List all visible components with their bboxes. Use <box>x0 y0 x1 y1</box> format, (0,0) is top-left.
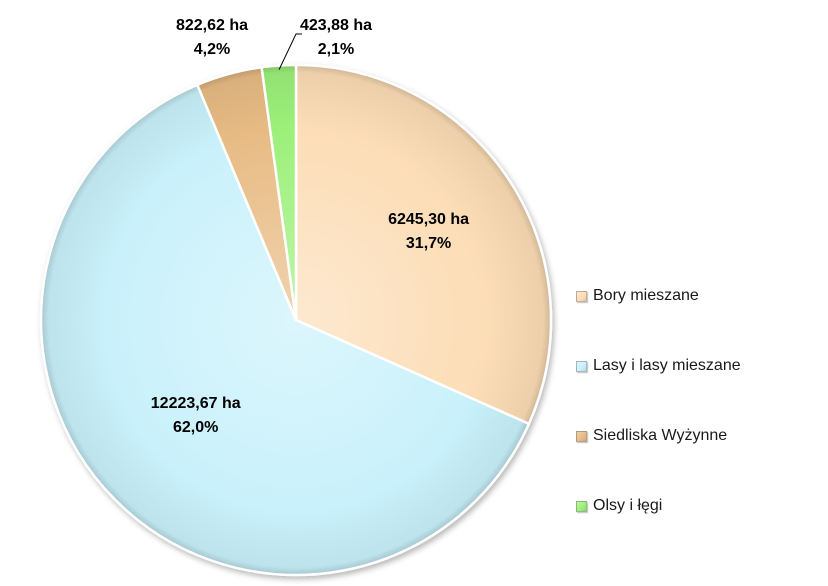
data-label-percent-lasy-i-lasy-mieszane: 62,0% <box>173 419 218 436</box>
pie-slice-olsy-i-legi <box>260 63 298 322</box>
data-label-value-olsy-i-legi: 423,88 ha <box>300 17 372 34</box>
data-label-percent-olsy-i-legi: 2,1% <box>318 41 354 58</box>
legend-item-olsy-i-legi: Olsy i łęgi <box>576 496 826 566</box>
legend-swatch-lasy-i-lasy-mieszane <box>576 361 587 372</box>
legend-swatch-bory-mieszane <box>576 291 587 302</box>
data-label-value-bory-mieszane: 6245,30 ha <box>388 211 469 228</box>
data-label-percent-bory-mieszane: 31,7% <box>406 235 451 252</box>
legend-label-bory-mieszane: Bory mieszane <box>593 287 699 304</box>
legend-label-olsy-i-legi: Olsy i łęgi <box>593 497 663 514</box>
data-label-percent-siedliska-wyzynne: 4,2% <box>194 41 230 58</box>
legend: Bory mieszane Lasy i lasy mieszane Siedlis… <box>576 286 826 566</box>
pie-slice-lasy-i-lasy-mieszane <box>39 83 531 577</box>
legend-swatch-olsy-i-legi <box>576 501 587 512</box>
data-label-value-siedliska-wyzynne: 822,62 ha <box>176 17 248 34</box>
legend-label-siedliska-wyzynne: Siedliska Wyżynne <box>593 427 728 444</box>
leader-line-olsy-i-legi <box>278 33 302 70</box>
legend-item-bory-mieszane: Bory mieszane <box>576 286 826 356</box>
legend-item-siedliska-wyzynne: Siedliska Wyżynne <box>576 426 826 496</box>
data-label-value-lasy-i-lasy-mieszane: 12223,67 ha <box>151 395 241 412</box>
legend-swatch-siedliska-wyzynne <box>576 431 587 442</box>
pie-slice-bory-mieszane <box>294 63 553 426</box>
legend-label-lasy-i-lasy-mieszane: Lasy i lasy mieszane <box>593 357 741 374</box>
legend-item-lasy-i-lasy-mieszane: Lasy i lasy mieszane <box>576 356 826 426</box>
